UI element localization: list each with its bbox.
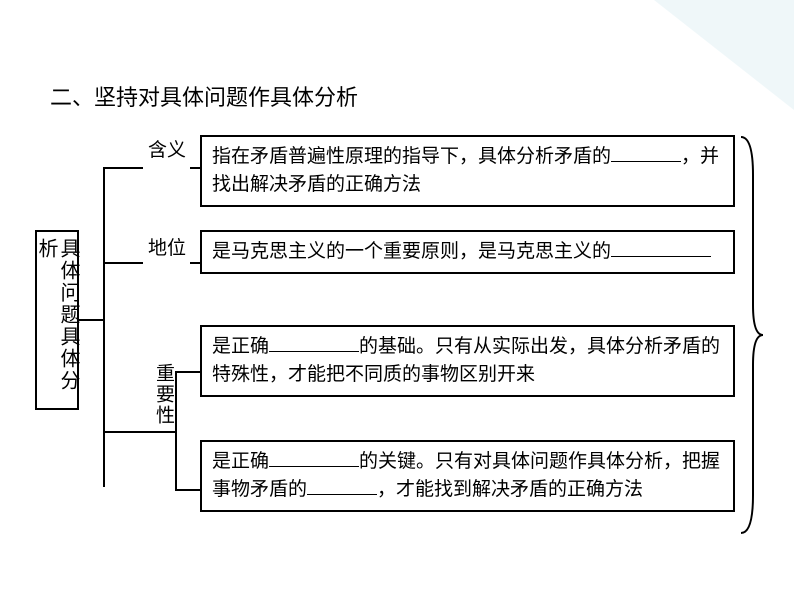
- branch-label-importance: 重要性: [150, 363, 177, 426]
- fill-blank: [307, 476, 377, 495]
- content-box-meaning: 指在矛盾普遍性原理的指导下，具体分析矛盾的，并找出解决矛盾的正确方法: [200, 135, 735, 207]
- branch-label-position: 地位: [148, 233, 186, 260]
- connector: [103, 167, 143, 169]
- root-node: 具体问题具体分析: [35, 230, 79, 410]
- background-accent: [654, 0, 794, 110]
- content-box-importance-2: 是正确的关键。只有对具体问题作具体分析，把握事物矛盾的，才能找到解决矛盾的正确方…: [200, 440, 735, 512]
- branch-label-meaning: 含义: [148, 135, 186, 162]
- fill-blank: [611, 143, 681, 162]
- text-fragment: ，才能找到解决矛盾的正确方法: [377, 479, 643, 500]
- connector: [79, 319, 103, 321]
- connector: [103, 167, 105, 487]
- text-fragment: 指在矛盾普遍性原理的指导下，具体分析矛盾的: [212, 146, 611, 167]
- fill-blank: [269, 333, 359, 352]
- concept-diagram: 具体问题具体分析 含义 地位 重要性 指在矛盾普遍性原理的指导下，具体分析矛盾的…: [35, 135, 765, 555]
- connector: [103, 431, 143, 433]
- text-fragment: 是正确: [212, 336, 269, 357]
- connector: [190, 167, 200, 169]
- fill-blank: [269, 448, 359, 467]
- connector: [143, 431, 175, 433]
- connector: [175, 489, 200, 491]
- text-fragment: 是正确: [212, 451, 269, 472]
- content-box-importance-1: 是正确的基础。只有从实际出发，具体分析矛盾的特殊性，才能把不同质的事物区别开来: [200, 325, 735, 397]
- root-label: 具体问题具体分析: [35, 238, 79, 402]
- text-fragment: 是马克思主义的一个重要原则，是马克思主义的: [212, 241, 611, 262]
- right-brace: [737, 135, 765, 535]
- connector: [103, 262, 143, 264]
- connector: [175, 371, 200, 373]
- fill-blank: [611, 238, 711, 257]
- content-box-position: 是马克思主义的一个重要原则，是马克思主义的: [200, 230, 735, 274]
- connector: [190, 262, 200, 264]
- section-title: 二、坚持对具体问题作具体分析: [50, 80, 358, 112]
